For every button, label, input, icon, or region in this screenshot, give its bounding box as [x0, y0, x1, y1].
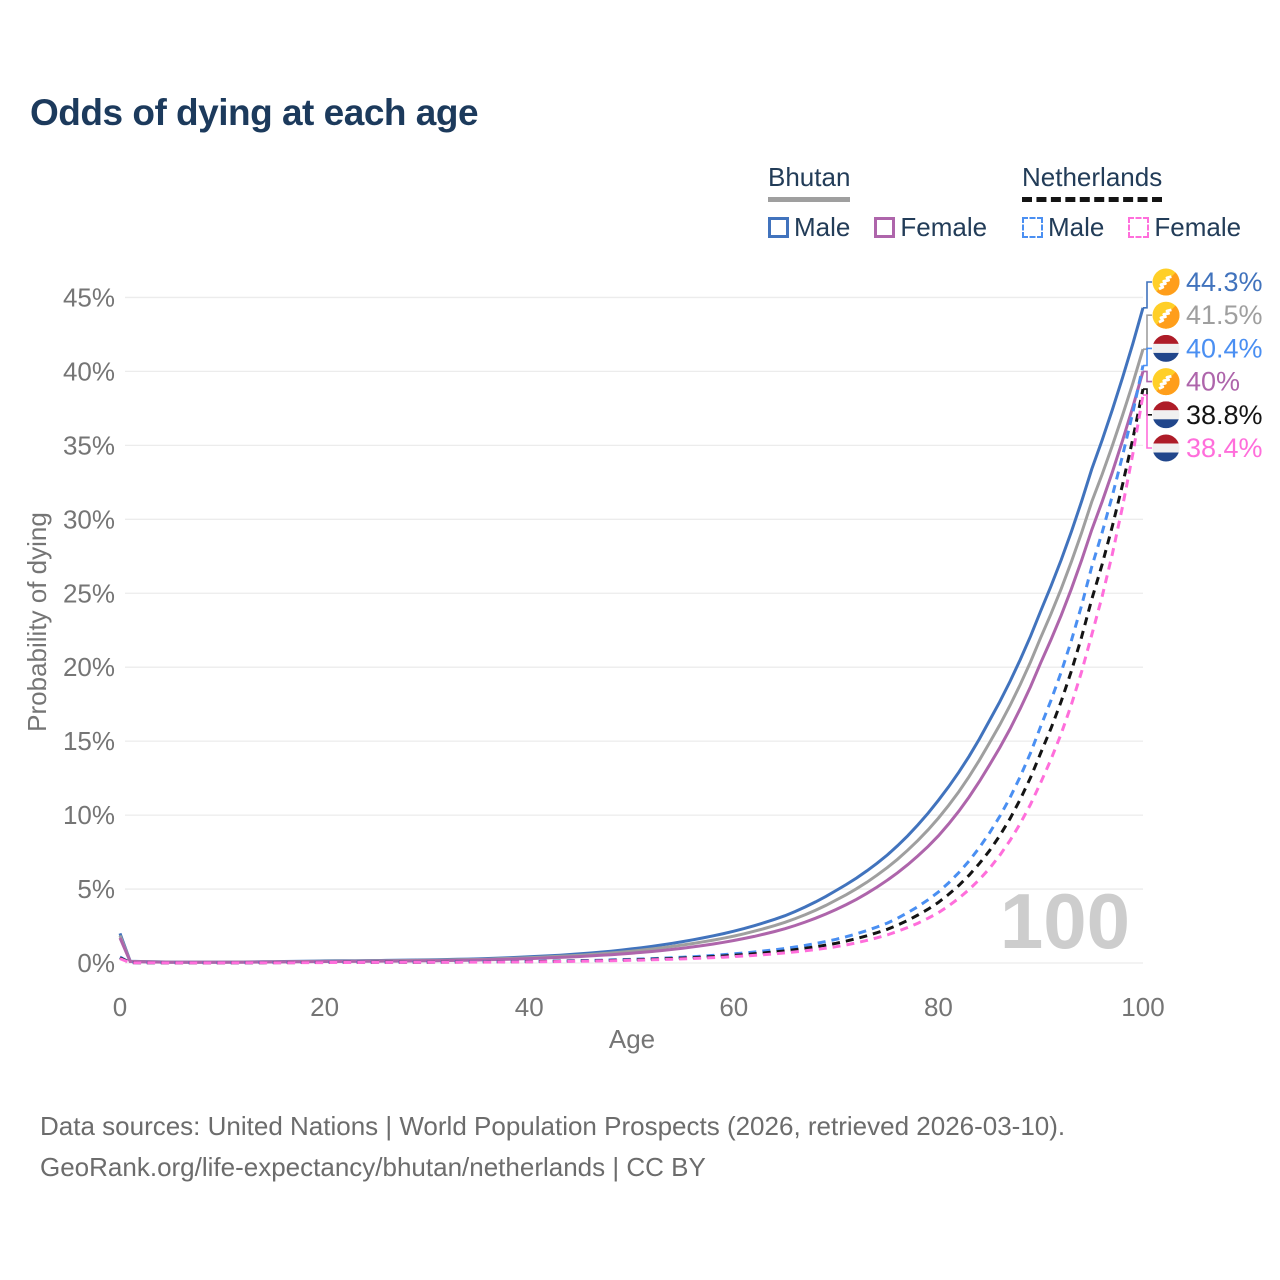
gridlines — [125, 296, 1143, 964]
y-tick-label: 35% — [63, 430, 115, 460]
y-tick-label: 0% — [77, 948, 115, 978]
x-axis-tick-labels: 0 20 40 60 80 100 — [113, 992, 1165, 1022]
netherlands-male-swatch-icon[interactable] — [1022, 217, 1043, 238]
netherlands-flag-icon — [1152, 434, 1180, 462]
x-tick-label: 0 — [113, 992, 127, 1022]
end-value-label: 40.4% — [1186, 333, 1263, 363]
legend-item-netherlands-male[interactable]: Male — [1022, 212, 1104, 243]
attribution-line: GeoRank.org/life-expectancy/bhutan/nethe… — [40, 1152, 706, 1182]
legend-item-netherlands-female[interactable]: Female — [1128, 212, 1241, 243]
bhutan-flag-icon — [1152, 301, 1180, 329]
x-tick-label: 80 — [924, 992, 953, 1022]
series-line-bhutan-both[interactable] — [118, 348, 1145, 964]
y-tick-label: 30% — [63, 504, 115, 534]
end-label-leader — [1143, 281, 1152, 309]
end-value-label: 38.4% — [1186, 433, 1263, 463]
end-label-leader — [1143, 394, 1152, 449]
legend-item-bhutan-male[interactable]: Male — [768, 212, 850, 243]
end-label-leader — [1143, 370, 1152, 383]
series-line-netherlands-female[interactable] — [119, 394, 1145, 965]
page-title: Odds of dying at each age — [30, 92, 479, 133]
end-label-leader — [1143, 347, 1152, 367]
legend-country-bhutan[interactable]: Bhutan — [768, 162, 851, 202]
y-tick-label: 25% — [63, 578, 115, 608]
chart-legend: Bhutan Male Female Netherlands Male Fema… — [0, 0, 1280, 250]
legend-item-label: Male — [1048, 212, 1105, 242]
footer: Data sources: United Nations | World Pop… — [40, 1106, 1065, 1188]
x-tick-label: 40 — [515, 992, 544, 1022]
legend-item-label: Male — [794, 212, 851, 242]
x-axis-title: Age — [609, 1024, 655, 1054]
series-line-netherlands-male[interactable] — [119, 365, 1145, 965]
legend-group-netherlands: Netherlands Male Female — [1022, 162, 1259, 243]
age-marker-watermark: 100 — [1000, 877, 1130, 965]
y-tick-label: 5% — [77, 874, 115, 904]
y-tick-label: 15% — [63, 726, 115, 756]
y-axis-tick-labels: 0% 5% 10% 15% 20% 25% 30% 35% 40% 45% — [63, 282, 115, 978]
end-value-label: 40% — [1186, 367, 1240, 397]
y-tick-label: 45% — [63, 282, 115, 312]
legend-group-bhutan: Bhutan Male Female — [768, 162, 1005, 243]
x-tick-label: 20 — [310, 992, 339, 1022]
end-value-labels: 44.3%41.5%40.4% 40%38.8%38.4% — [1143, 267, 1263, 463]
y-axis-title: Probability of dying — [22, 512, 52, 732]
y-tick-label: 40% — [63, 356, 115, 386]
series-line-netherlands-both[interactable] — [119, 388, 1145, 965]
end-label-leader — [1143, 314, 1152, 350]
legend-item-bhutan-female[interactable]: Female — [874, 212, 987, 243]
data-sources-line: Data sources: United Nations | World Pop… — [40, 1111, 1066, 1141]
series-lines — [118, 307, 1145, 965]
netherlands-flag-icon — [1152, 401, 1180, 429]
end-value-label: 44.3% — [1186, 267, 1263, 297]
y-tick-label: 20% — [63, 652, 115, 682]
legend-item-label: Female — [1154, 212, 1242, 242]
netherlands-flag-icon — [1152, 334, 1180, 362]
bhutan-male-swatch-icon[interactable] — [768, 217, 789, 238]
legend-country-netherlands[interactable]: Netherlands — [1022, 162, 1163, 202]
bhutan-flag-icon — [1152, 368, 1180, 396]
bhutan-flag-icon — [1152, 268, 1180, 296]
bhutan-female-swatch-icon[interactable] — [874, 217, 896, 238]
netherlands-female-swatch-icon[interactable] — [1128, 217, 1150, 238]
legend-item-label: Female — [900, 212, 988, 242]
series-line-bhutan-male[interactable] — [118, 307, 1145, 964]
end-value-label: 41.5% — [1186, 300, 1263, 330]
y-tick-label: 10% — [63, 800, 115, 830]
x-tick-label: 100 — [1121, 992, 1164, 1022]
end-value-label: 38.8% — [1186, 400, 1263, 430]
x-tick-label: 60 — [719, 992, 748, 1022]
